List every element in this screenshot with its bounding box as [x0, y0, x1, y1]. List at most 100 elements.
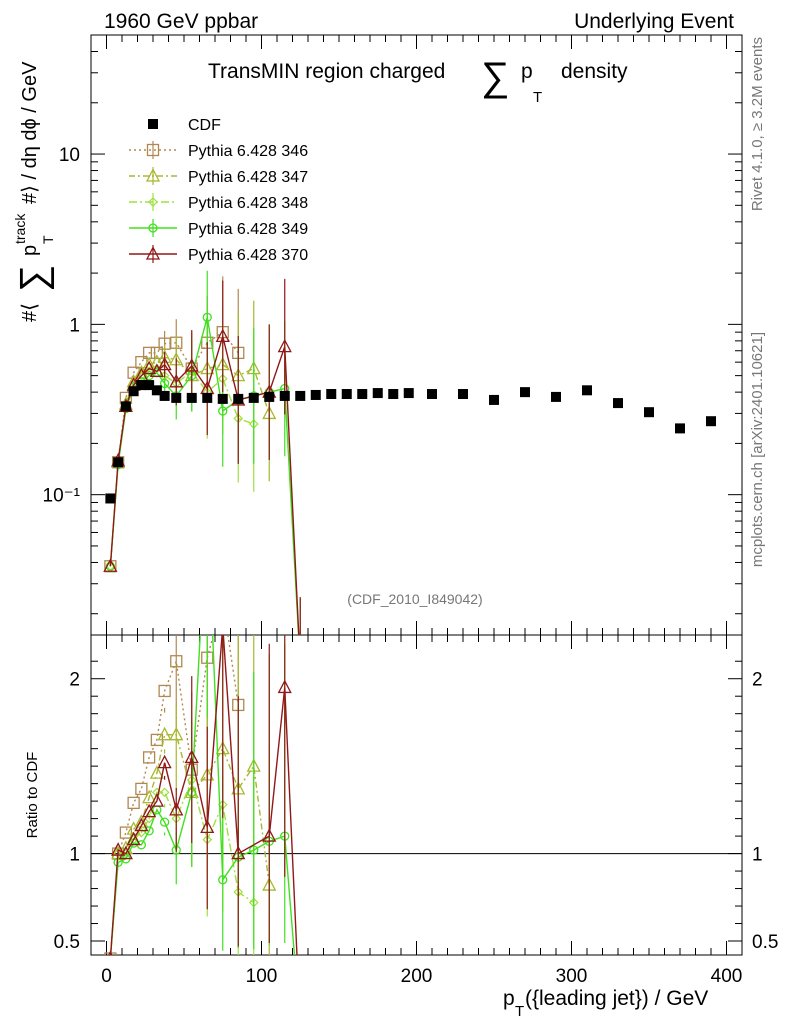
cdf-data-point — [520, 387, 530, 398]
cdf-data-point — [403, 388, 414, 399]
cdf-data-point — [458, 389, 468, 400]
legend: CDF Pythia 6.428 346 Pythia 6.428 347 Pythi… — [129, 117, 308, 264]
ratio-data-point — [111, 842, 126, 856]
legend-marker — [145, 168, 161, 182]
ratio-y-tick-label-right: 1 — [752, 845, 763, 866]
ratio-data-point — [158, 684, 171, 698]
y-axis-label: #⟨ ∑ p track T #⟩ / dη dϕ / GeV — [12, 61, 56, 322]
legend-label: Pythia 6.428 348 — [188, 195, 308, 212]
cdf-data-point — [248, 392, 259, 403]
title-prefix: TransMIN region charged — [208, 60, 445, 83]
cdf-data-point — [151, 385, 162, 396]
cdf-data-point — [310, 389, 321, 400]
cdf-data-point — [388, 389, 399, 400]
cdf-data-point — [326, 389, 337, 400]
cdf-data-point — [159, 390, 170, 401]
x-tick-label: 100 — [246, 966, 278, 987]
data-point — [218, 406, 228, 416]
legend-marker — [148, 197, 158, 207]
ratio-series-line — [109, 635, 298, 955]
ratio-data-point — [217, 595, 228, 606]
ratio-data-point — [200, 819, 215, 833]
cdf-data-point — [295, 390, 306, 401]
ylabel-sub: T — [40, 235, 56, 244]
main-plot-data — [103, 270, 716, 635]
cdf-data-point — [372, 388, 383, 399]
cdf-data-point — [582, 385, 592, 396]
x-tick-label: 200 — [401, 966, 433, 987]
ratio-data-point — [134, 817, 149, 832]
data-point — [169, 373, 184, 388]
ratio-data-point — [169, 726, 184, 741]
data-point — [202, 312, 212, 322]
xlabel-p: p — [503, 987, 515, 1010]
ratio-data-point — [142, 803, 157, 818]
ratio-data-point — [231, 845, 246, 860]
legend-label: Pythia 6.428 347 — [188, 169, 308, 186]
legend-label: Pythia 6.428 346 — [188, 143, 308, 160]
ratio-data-point — [135, 782, 148, 796]
ratio-series-line — [109, 635, 296, 955]
ratio-data-point — [119, 826, 133, 839]
ratio-data-point — [218, 875, 228, 885]
ylabel-prefix: #⟨ — [19, 303, 41, 322]
title-p: p — [521, 60, 533, 83]
cdf-data-point — [113, 457, 124, 468]
ratio-data-point — [169, 801, 184, 816]
ratio-plot-data — [91, 595, 742, 955]
data-point — [159, 378, 170, 389]
ylabel-p: p — [19, 245, 41, 256]
x-axis-label: p T ({leading jet}) / GeV — [503, 987, 708, 1020]
legend-label: CDF — [188, 117, 221, 134]
cdf-data-point — [136, 380, 147, 391]
title-sub: T — [533, 89, 542, 106]
ratio-data-point — [170, 655, 183, 668]
cdf-data-point — [427, 389, 437, 400]
ratio-y-tick-label: 0.5 — [54, 932, 80, 953]
ratio-data-point — [126, 831, 141, 846]
cdf-data-point — [264, 391, 275, 402]
data-point — [157, 356, 172, 371]
legend-marker — [146, 143, 160, 157]
header-left: 1960 GeV ppbar — [104, 10, 258, 33]
legend-marker — [145, 246, 161, 260]
ratio-data-point — [149, 793, 164, 807]
cdf-data-point — [675, 423, 685, 434]
cdf-data-point — [341, 389, 352, 400]
cdf-data-point — [105, 493, 116, 504]
analysis-id: (CDF_2010_I849042) — [347, 591, 482, 607]
header-right: Underlying Event — [574, 10, 734, 33]
cdf-data-point — [706, 416, 716, 427]
cdf-data-point — [217, 393, 228, 404]
axes: 0 100 200 300 400 10⁻¹ 1 10 0.5 0.5 1 1 2 2 — [43, 34, 778, 987]
chart-title: TransMIN region charged ∑ p T density — [208, 55, 628, 106]
cdf-data-point — [233, 393, 244, 404]
ratio-series-line — [109, 777, 255, 955]
legend-label: Pythia 6.428 370 — [188, 247, 308, 264]
ratio-data-point — [118, 845, 133, 860]
ratio-y-tick-label: 2 — [69, 670, 80, 691]
cdf-data-point — [551, 391, 561, 402]
legend-marker — [148, 223, 158, 233]
cdf-data-point — [202, 392, 213, 403]
cdf-data-point — [279, 390, 290, 401]
ratio-data-point — [149, 765, 164, 779]
cdf-data-point — [186, 392, 197, 403]
cdf-data-point — [171, 392, 182, 403]
ratio-data-point — [159, 787, 170, 798]
title-suffix: density — [561, 60, 628, 83]
ylabel-sum: ∑ — [13, 265, 55, 292]
xlabel-sub: T — [515, 1003, 524, 1020]
y-tick-label: 1 — [69, 315, 80, 336]
x-tick-label: 0 — [101, 966, 112, 987]
ratio-data-point — [142, 789, 157, 804]
legend-label: Pythia 6.428 349 — [188, 221, 308, 238]
data-point — [184, 358, 199, 372]
cdf-data-point — [144, 380, 155, 391]
cdf-data-point — [489, 394, 499, 405]
cdf-data-point — [613, 398, 623, 409]
x-tick-label: 400 — [711, 966, 743, 987]
data-point — [142, 360, 157, 375]
ratio-data-point — [217, 620, 229, 632]
ratio-data-point — [142, 751, 156, 764]
